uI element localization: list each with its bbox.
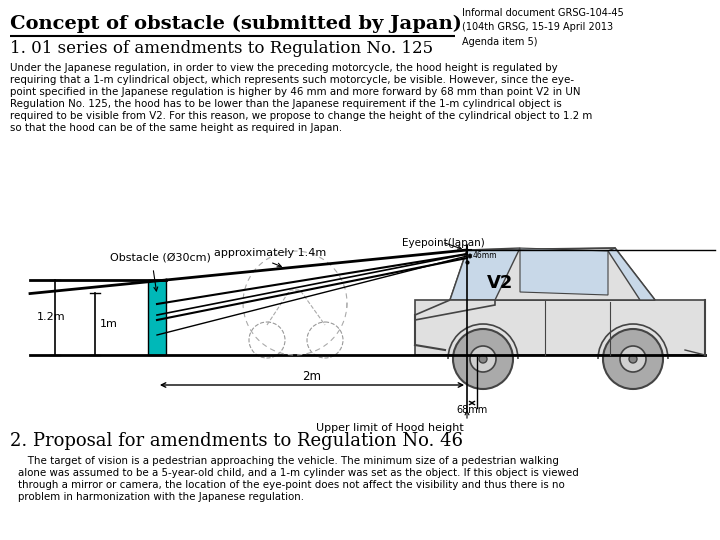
Text: 46mm: 46mm (473, 252, 498, 260)
Polygon shape (415, 300, 495, 320)
Text: so that the hood can be of the same height as required in Japan.: so that the hood can be of the same heig… (10, 123, 342, 133)
Circle shape (603, 329, 663, 389)
Text: Regulation No. 125, the hood has to be lower than the Japanese requirement if th: Regulation No. 125, the hood has to be l… (10, 99, 562, 109)
Text: 2m: 2m (302, 370, 322, 383)
Text: Under the Japanese regulation, in order to view the preceding motorcycle, the ho: Under the Japanese regulation, in order … (10, 63, 558, 73)
Text: alone was assumed to be a 5-year-old child, and a 1-m cylinder was set as the ob: alone was assumed to be a 5-year-old chi… (18, 468, 579, 478)
Text: approximately 1.4m: approximately 1.4m (214, 248, 326, 258)
Text: problem in harmonization with the Japanese regulation.: problem in harmonization with the Japane… (18, 492, 304, 502)
Text: 1.2m: 1.2m (37, 313, 66, 322)
Text: requiring that a 1-m cylindrical object, which represents such motorcycle, be vi: requiring that a 1-m cylindrical object,… (10, 75, 574, 85)
Circle shape (479, 355, 487, 363)
Bar (415, 300, 705, 355)
Text: through a mirror or camera, the location of the eye-point does not affect the vi: through a mirror or camera, the location… (18, 480, 564, 490)
Text: Concept of obstacle (submitted by Japan): Concept of obstacle (submitted by Japan) (10, 15, 462, 33)
Text: V2: V2 (487, 274, 513, 292)
Bar (148, 280, 166, 355)
Text: Eyepoint(Japan): Eyepoint(Japan) (402, 238, 485, 248)
Text: Upper limit of Hood height: Upper limit of Hood height (316, 423, 464, 433)
Polygon shape (520, 248, 608, 295)
Text: 1. 01 series of amendments to Regulation No. 125: 1. 01 series of amendments to Regulation… (10, 40, 433, 57)
Text: 1m: 1m (100, 319, 118, 329)
Circle shape (629, 355, 637, 363)
Text: The target of vision is a pedestrian approaching the vehicle. The minimum size o: The target of vision is a pedestrian app… (18, 456, 559, 466)
Polygon shape (608, 248, 655, 300)
Text: Informal document GRSG-104-45
(104th GRSG, 15-19 April 2013
Agenda item 5): Informal document GRSG-104-45 (104th GRS… (462, 8, 624, 47)
Text: Obstacle (Ø30cm): Obstacle (Ø30cm) (110, 252, 211, 262)
Circle shape (470, 346, 496, 372)
Text: point specified in the Japanese regulation is higher by 46 mm and more forward b: point specified in the Japanese regulati… (10, 87, 580, 97)
Polygon shape (450, 248, 655, 300)
Text: 2. Proposal for amendments to Regulation No. 46: 2. Proposal for amendments to Regulation… (10, 432, 463, 450)
Circle shape (620, 346, 646, 372)
Polygon shape (450, 248, 520, 300)
Text: 68mm: 68mm (456, 405, 487, 415)
Circle shape (453, 329, 513, 389)
Text: required to be visible from V2. For this reason, we propose to change the height: required to be visible from V2. For this… (10, 111, 593, 121)
